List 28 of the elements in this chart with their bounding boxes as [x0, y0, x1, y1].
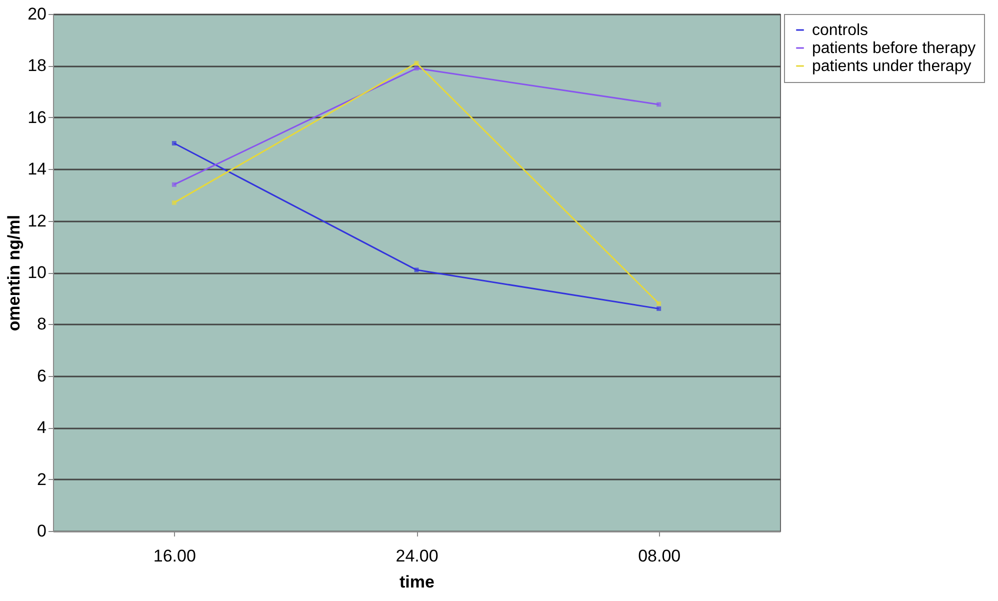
y-tick-label: 14: [28, 160, 46, 179]
y-tick-label: 8: [37, 314, 46, 334]
x-axis-title: time: [400, 572, 434, 592]
legend-label: controls: [812, 22, 868, 39]
point: [656, 102, 662, 107]
point: [172, 200, 176, 205]
x-tick-label: 24.00: [396, 546, 438, 566]
y-tick-label: 18: [28, 56, 46, 76]
point: [414, 268, 419, 272]
point: [172, 141, 176, 146]
point: [414, 60, 419, 66]
y-tick-label: 20: [28, 4, 46, 24]
point: [656, 301, 662, 306]
point: [172, 182, 176, 187]
y-tick-label: 12: [28, 211, 46, 230]
x-tick-label: 08.00: [638, 546, 681, 566]
y-tick-label: 2: [37, 470, 46, 489]
y-tick-label: 6: [37, 366, 46, 386]
point: [414, 66, 419, 71]
legend-label: patients before therapy: [812, 40, 976, 57]
point: [656, 306, 662, 311]
y-tick-label: 10: [28, 263, 46, 282]
y-tick-label: 4: [37, 418, 46, 438]
y-tick-label: 0: [37, 522, 46, 540]
x-tick-label: 16.00: [153, 546, 196, 566]
legend-label: patients under therapy: [812, 58, 972, 75]
y-axis-title: omentin ng/ml: [4, 214, 24, 332]
y-tick-label: 16: [28, 108, 46, 127]
